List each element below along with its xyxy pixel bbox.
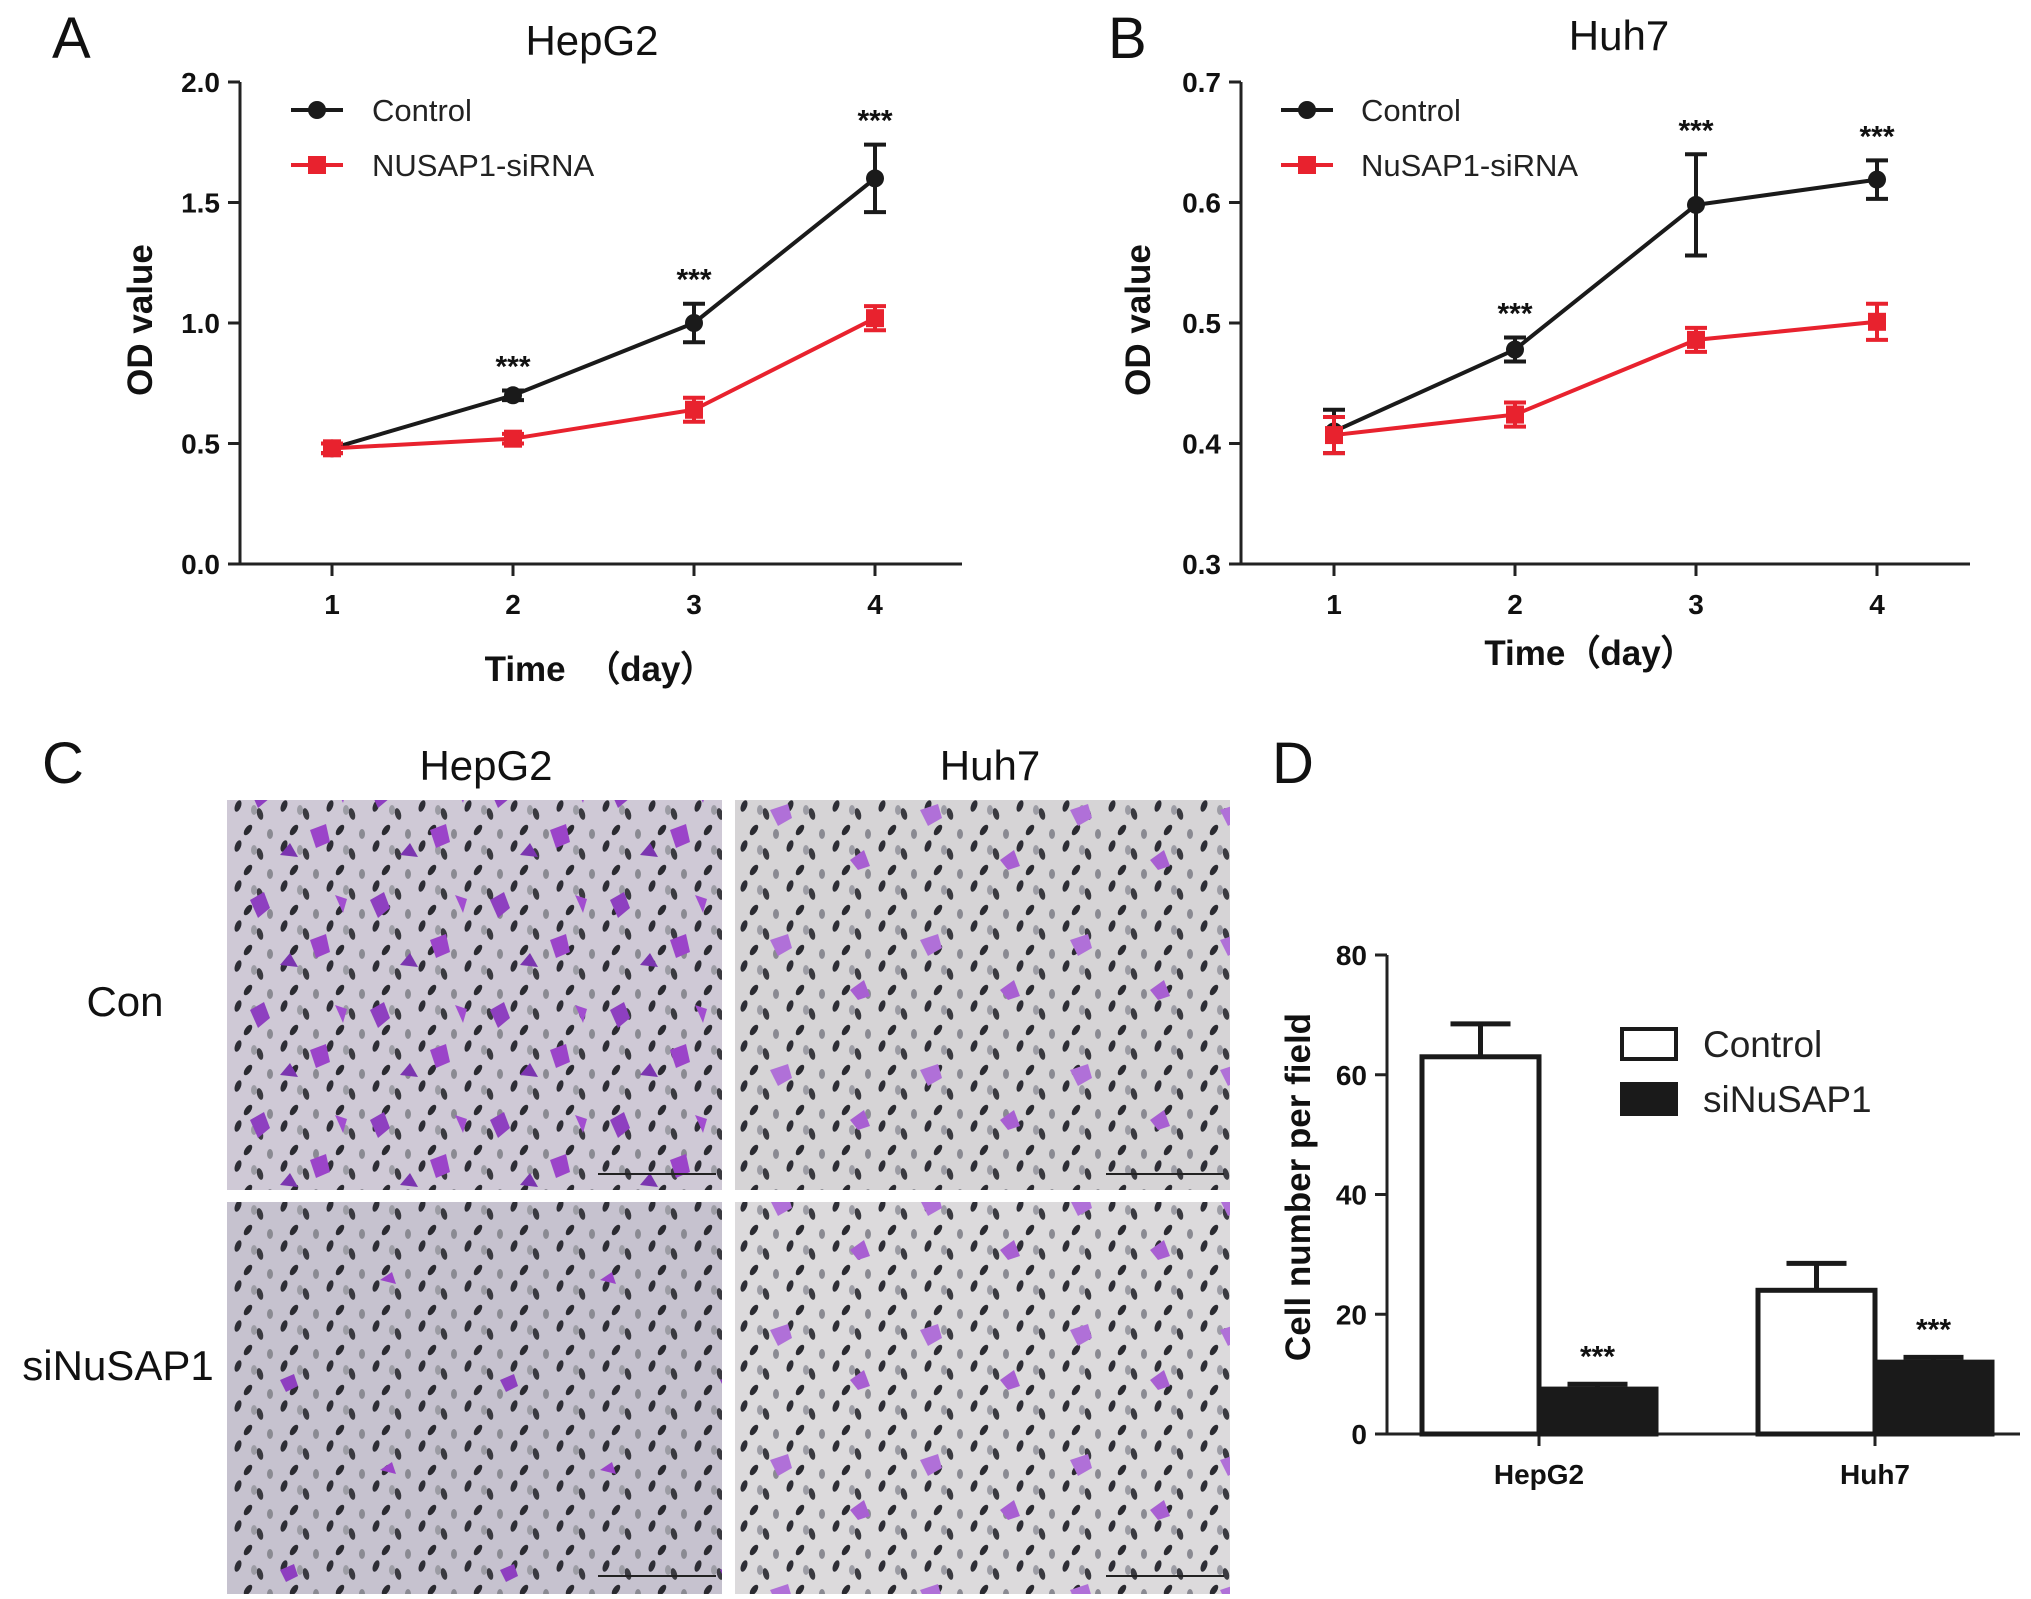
significance-label: *** — [1678, 114, 1713, 147]
series-line-0 — [331, 176, 877, 451]
micrograph-huh7-con — [735, 800, 1230, 1190]
significance-label: *** — [1916, 1313, 1951, 1346]
data-point — [866, 169, 884, 188]
bar — [1419, 1054, 1542, 1437]
y-tick-label: 0.5 — [1182, 308, 1221, 339]
y-tick-label: 0.7 — [1182, 67, 1221, 98]
data-point — [1687, 330, 1705, 349]
data-point — [1506, 405, 1524, 424]
x-tick-label: 3 — [1688, 589, 1704, 620]
panel-letter-d: D — [1272, 731, 1314, 796]
series-line-1 — [331, 316, 876, 451]
significance-label: *** — [495, 350, 530, 383]
legend: Control NUSAP1-siRNA — [291, 93, 595, 183]
row-label-con: Con — [86, 978, 163, 1025]
legend-marker-sirna — [308, 156, 326, 174]
data-point — [1506, 340, 1524, 359]
data-point — [1687, 195, 1705, 214]
data-point — [1325, 426, 1343, 445]
legend-label-sinusap1: siNuSAP1 — [1703, 1079, 1872, 1120]
bar — [1536, 1386, 1659, 1437]
micrograph-hepg2-con — [227, 800, 722, 1190]
significance-label: *** — [676, 264, 711, 297]
legend-swatch-sinusap1 — [1620, 1082, 1678, 1116]
y-axis-label: OD value — [121, 244, 160, 396]
legend: Control siNuSAP1 — [1620, 1024, 1872, 1120]
x-tick-label: Huh7 — [1840, 1459, 1910, 1490]
legend-label-control: Control — [1361, 93, 1461, 128]
y-tick-label: 0.4 — [1182, 429, 1221, 460]
legend-label-control: Control — [372, 93, 472, 128]
line-chart-hepg2: HepG2 OD value Time （day） Control NUSAP1… — [121, 17, 962, 689]
significance-label: *** — [857, 105, 892, 138]
data-point — [685, 400, 703, 419]
x-tick-label: 4 — [867, 589, 883, 620]
x-tick-label: 2 — [505, 589, 521, 620]
significance-label: *** — [1580, 1340, 1615, 1373]
x-tick-label: HepG2 — [1494, 1459, 1584, 1490]
y-tick-label: 60 — [1336, 1060, 1367, 1091]
y-tick-label: 0.3 — [1182, 549, 1221, 580]
column-label-hepg2: HepG2 — [419, 742, 552, 789]
chart-title: Huh7 — [1569, 12, 1669, 59]
micrograph-hepg2-sinusap1 — [227, 1202, 722, 1594]
legend-swatch-control — [1620, 1027, 1678, 1061]
line-chart-huh7: Huh7 OD value Time（day） Control NuSAP1-s… — [1119, 12, 1970, 673]
data-point — [504, 386, 522, 405]
data-point — [1868, 170, 1886, 189]
chart-title: HepG2 — [525, 17, 658, 64]
y-tick-label: 0 — [1351, 1419, 1367, 1450]
panel-letter-b: B — [1108, 6, 1147, 71]
bar — [1872, 1359, 1995, 1437]
panel-letter-c: C — [42, 731, 84, 796]
x-axis-label: Time （day） — [485, 650, 716, 689]
significance-label: *** — [1497, 297, 1532, 330]
legend-label-sirna: NUSAP1-siRNA — [372, 148, 595, 183]
series-line-1 — [1333, 319, 1878, 438]
legend-marker-control — [308, 101, 326, 119]
y-axis-label: Cell number per field — [1279, 1013, 1318, 1361]
legend-label-sirna: NuSAP1-siRNA — [1361, 148, 1578, 183]
panel-letter-a: A — [52, 6, 91, 71]
data-point — [504, 429, 522, 448]
data-point — [866, 309, 884, 328]
bar-chart-cell-number: Cell number per field Control siNuSAP1 0… — [1279, 940, 2020, 1490]
y-tick-label: 2.0 — [181, 67, 220, 98]
y-tick-label: 1.0 — [181, 308, 220, 339]
x-tick-label: 3 — [686, 589, 702, 620]
y-tick-label: 0.5 — [181, 429, 220, 460]
series-line-0 — [1333, 177, 1878, 434]
y-axis-label: OD value — [1119, 244, 1158, 396]
y-tick-label: 80 — [1336, 940, 1367, 971]
row-label-sinusap1: siNuSAP1 — [22, 1342, 213, 1389]
y-tick-label: 1.5 — [181, 188, 220, 219]
micrograph-panel: HepG2 Huh7 Con siNuSAP1 — [22, 742, 1230, 1594]
y-tick-label: 40 — [1336, 1180, 1367, 1211]
bar — [1755, 1287, 1878, 1437]
x-tick-label: 4 — [1869, 589, 1885, 620]
legend-label-control: Control — [1703, 1024, 1822, 1065]
y-tick-label: 0.6 — [1182, 188, 1221, 219]
data-point — [323, 439, 341, 458]
y-tick-label: 20 — [1336, 1299, 1367, 1330]
x-axis-label: Time（day） — [1484, 634, 1695, 673]
legend-marker-control — [1298, 101, 1316, 119]
data-point — [685, 314, 703, 332]
data-point — [1868, 312, 1886, 331]
x-tick-label: 1 — [1326, 589, 1342, 620]
x-tick-label: 2 — [1507, 589, 1523, 620]
legend-marker-sirna — [1298, 156, 1316, 174]
micrograph-huh7-sinusap1 — [735, 1202, 1230, 1594]
column-label-huh7: Huh7 — [940, 742, 1040, 789]
significance-label: *** — [1859, 120, 1894, 153]
legend: Control NuSAP1-siRNA — [1281, 93, 1578, 183]
x-tick-label: 1 — [324, 589, 340, 620]
y-tick-label: 0.0 — [181, 549, 220, 580]
